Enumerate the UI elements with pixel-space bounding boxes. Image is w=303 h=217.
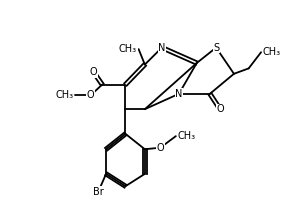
Text: Br: Br — [93, 187, 104, 197]
Text: O: O — [157, 143, 164, 153]
Text: O: O — [90, 67, 98, 77]
Text: CH₃: CH₃ — [177, 131, 195, 141]
Text: CH₃: CH₃ — [119, 44, 137, 54]
Text: N: N — [158, 43, 165, 53]
Text: CH₃: CH₃ — [55, 90, 74, 100]
Text: O: O — [216, 104, 224, 114]
Text: N: N — [175, 89, 183, 99]
Text: O: O — [87, 90, 95, 100]
Text: S: S — [213, 43, 219, 53]
Text: CH₃: CH₃ — [263, 47, 281, 57]
